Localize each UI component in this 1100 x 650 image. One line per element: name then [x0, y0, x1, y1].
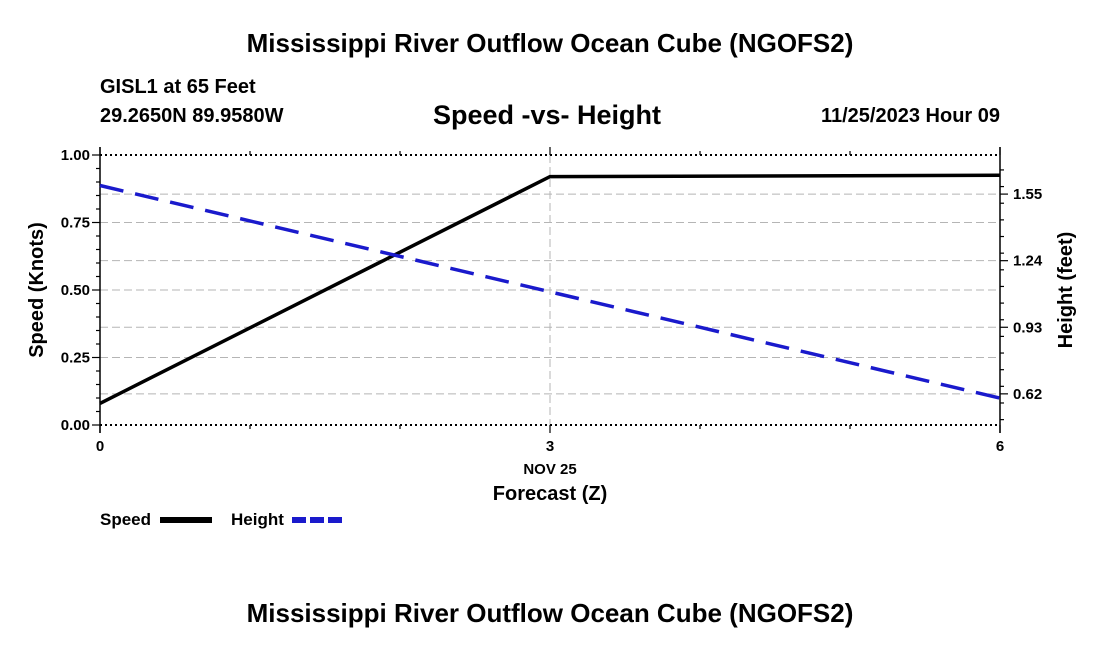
- footer-title: Mississippi River Outflow Ocean Cube (NG…: [246, 598, 854, 628]
- y-right-axis-title: Height (feet): [1055, 232, 1077, 349]
- x-axis-title: Forecast (Z): [493, 483, 607, 505]
- x-tick-label: 0: [96, 438, 104, 455]
- y-right-tick-label: 1.24: [1013, 253, 1043, 270]
- series-line-height: [99, 183, 1001, 400]
- y-right-tick-label: 1.55: [1013, 186, 1042, 203]
- y-right-tick-label: 0.93: [1013, 319, 1042, 336]
- chart-subtitle: Speed -vs- Height: [433, 100, 662, 130]
- legend-label-speed: Speed: [100, 510, 151, 529]
- y-left-tick-label: 1.00: [61, 147, 90, 164]
- y-left-tick-label: 0.00: [61, 417, 90, 434]
- y-right-tick-label: 0.62: [1013, 386, 1042, 403]
- forecast-datetime: 11/25/2023 Hour 09: [820, 105, 1000, 127]
- x-tick-label: 6: [996, 438, 1004, 455]
- legend-label-height: Height: [231, 510, 284, 529]
- page-title: Mississippi River Outflow Ocean Cube (NG…: [246, 28, 854, 58]
- x-tick-label: 3: [546, 438, 554, 455]
- y-left-axis-title: Speed (Knots): [26, 222, 48, 358]
- y-left-tick-label: 0.75: [61, 215, 90, 232]
- y-left-tick-label: 0.25: [61, 350, 90, 367]
- y-left-tick-label: 0.50: [61, 282, 90, 299]
- series-line-speed: [99, 173, 1001, 405]
- station-coordinates: 29.2650N 89.9580W: [100, 105, 284, 127]
- x-date-label: NOV 25: [523, 461, 576, 478]
- station-name: GISL1 at 65 Feet: [100, 76, 256, 98]
